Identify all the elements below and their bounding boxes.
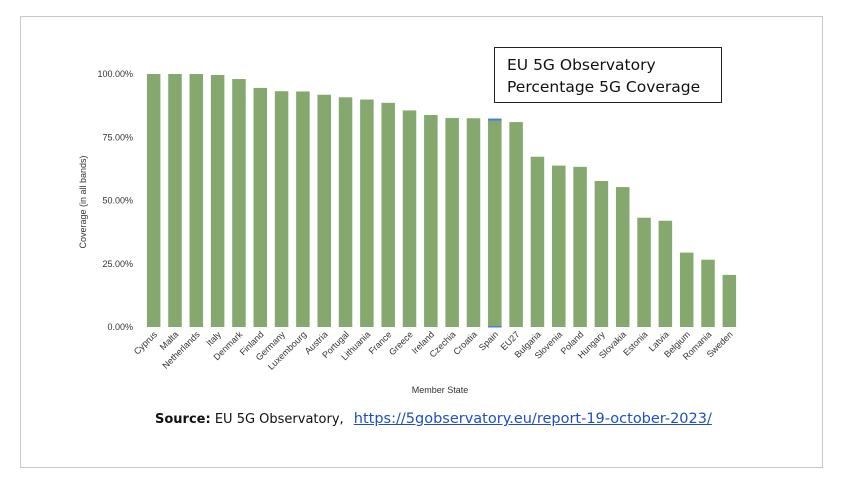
x-tick-label: Croatia [451,329,479,357]
y-tick-label: 75.00% [102,132,133,142]
chart-title-line2: Percentage 5G Coverage [507,78,701,96]
x-tick-label: Spain [477,329,500,352]
source-caption: Source: EU 5G Observatory, https://5gobs… [155,411,775,427]
bar-slovakia [615,187,630,327]
bar-croatia [466,118,481,328]
y-axis-title: Coverage (in all bands) [78,155,88,248]
source-text: EU 5G Observatory, [214,412,344,427]
bars-group [146,74,737,328]
source-link[interactable]: https://5gobservatory.eu/report-19-octob… [353,411,712,427]
bar-ireland [424,114,438,328]
y-tick-label: 0.00% [107,322,133,332]
bar-lithuania [360,99,374,327]
bar-eu27 [509,122,523,327]
x-tick-label: Estonia [621,329,649,357]
x-axis-title: Member State [412,385,469,395]
x-tick-label: Cyprus [132,329,160,357]
spain-bar-baseline [488,326,502,328]
bar-france [381,102,395,327]
bar-luxembourg [296,91,310,327]
y-tick-label: 100.00% [97,69,133,79]
y-tick-label: 25.00% [102,259,133,269]
bar-denmark [232,79,246,327]
bar-belgium [679,252,694,327]
bar-bulgaria [530,156,545,327]
bar-czechia [445,118,459,327]
bar-slovenia [552,165,566,327]
bar-finland [253,87,268,327]
chart-title-line1: EU 5G Observatory [507,56,656,74]
bar-spain [488,119,502,327]
bar-greece [402,110,417,327]
bar-poland [573,166,587,327]
source-label: Source: [155,412,211,427]
bar-romania [701,259,715,327]
bar-netherlands [189,74,204,327]
bar-estonia [637,217,651,327]
bar-sweden [722,274,737,327]
bar-austria [317,94,331,327]
y-tick-label: 50.00% [102,196,133,206]
bar-latvia [658,220,673,327]
bar-malta [168,74,182,327]
spain-bar-highlight [488,118,502,121]
bar-germany [274,91,289,327]
y-axis-ticks: 0.00% 25.00% 50.00% 75.00% 100.00% [97,69,133,332]
bar-portugal [338,97,353,327]
x-tick-label: Greece [387,329,415,357]
bar-italy [210,75,225,328]
chart-title-box: EU 5G Observatory Percentage 5G Coverage [494,47,722,103]
bar-hungary [594,181,609,327]
bar-cyprus [146,74,161,327]
